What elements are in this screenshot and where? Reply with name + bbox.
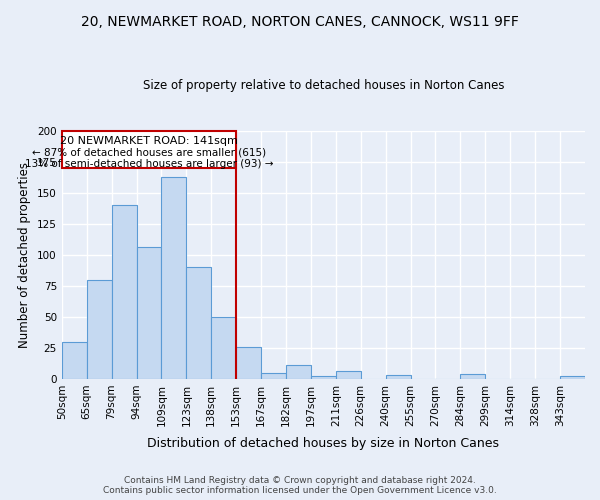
Text: ← 87% of detached houses are smaller (615): ← 87% of detached houses are smaller (61…	[32, 148, 266, 158]
Bar	[386, 375, 410, 379]
Bar	[336, 372, 361, 379]
Title: Size of property relative to detached houses in Norton Canes: Size of property relative to detached ho…	[143, 79, 504, 92]
Bar	[286, 365, 311, 379]
Bar	[560, 376, 585, 379]
Bar	[187, 267, 211, 379]
Text: Contains HM Land Registry data © Crown copyright and database right 2024.
Contai: Contains HM Land Registry data © Crown c…	[103, 476, 497, 495]
Bar	[161, 176, 187, 379]
Bar	[137, 248, 161, 379]
Bar	[261, 372, 286, 379]
FancyBboxPatch shape	[62, 130, 236, 168]
Bar	[62, 342, 86, 379]
Y-axis label: Number of detached properties: Number of detached properties	[19, 162, 31, 348]
Text: 20 NEWMARKET ROAD: 141sqm: 20 NEWMARKET ROAD: 141sqm	[60, 136, 238, 145]
Text: 20, NEWMARKET ROAD, NORTON CANES, CANNOCK, WS11 9FF: 20, NEWMARKET ROAD, NORTON CANES, CANNOC…	[81, 15, 519, 29]
Bar	[236, 346, 261, 379]
Bar	[211, 317, 236, 379]
Text: 13% of semi-detached houses are larger (93) →: 13% of semi-detached houses are larger (…	[25, 159, 273, 169]
Bar	[311, 376, 336, 379]
X-axis label: Distribution of detached houses by size in Norton Canes: Distribution of detached houses by size …	[148, 437, 499, 450]
Bar	[112, 205, 137, 379]
Bar	[460, 374, 485, 379]
Bar	[86, 280, 112, 379]
